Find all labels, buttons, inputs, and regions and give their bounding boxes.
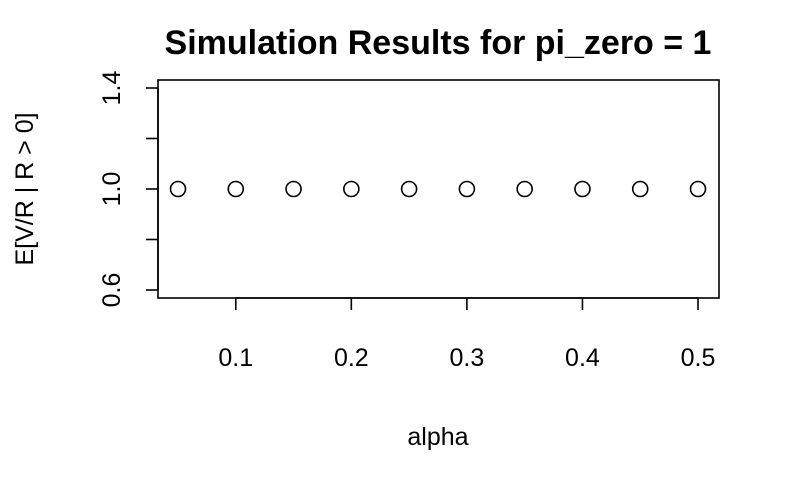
- x-axis-label: alpha: [407, 423, 468, 451]
- data-point: [169, 180, 187, 198]
- y-tick-label: 1.4: [98, 71, 126, 106]
- data-point: [689, 180, 707, 198]
- data-point: [285, 180, 302, 198]
- x-tick-label: 0.4: [565, 344, 600, 372]
- y-tick-label: 1.0: [98, 172, 126, 207]
- chart-title: Simulation Results for pi_zero = 1: [165, 24, 712, 62]
- data-points: [169, 180, 707, 198]
- y-tick-label: 0.6: [98, 273, 126, 308]
- x-axis: 0.1 0.2 0.3 0.4 0.5: [218, 297, 716, 372]
- data-point: [343, 180, 360, 198]
- x-tick-label: 0.1: [218, 344, 253, 372]
- data-point: [574, 180, 591, 198]
- data-point: [458, 180, 476, 198]
- x-tick-label: 0.5: [681, 344, 716, 372]
- data-point: [227, 180, 245, 198]
- data-point: [400, 180, 418, 198]
- data-point: [631, 180, 649, 198]
- data-point: [516, 180, 533, 198]
- x-tick-label: 0.2: [334, 344, 369, 372]
- plot-frame: [157, 79, 720, 299]
- y-axis: 0.6 1.0 1.4: [98, 71, 159, 308]
- x-tick-label: 0.3: [450, 344, 485, 372]
- y-axis-label: E[V/R | R > 0]: [11, 112, 39, 265]
